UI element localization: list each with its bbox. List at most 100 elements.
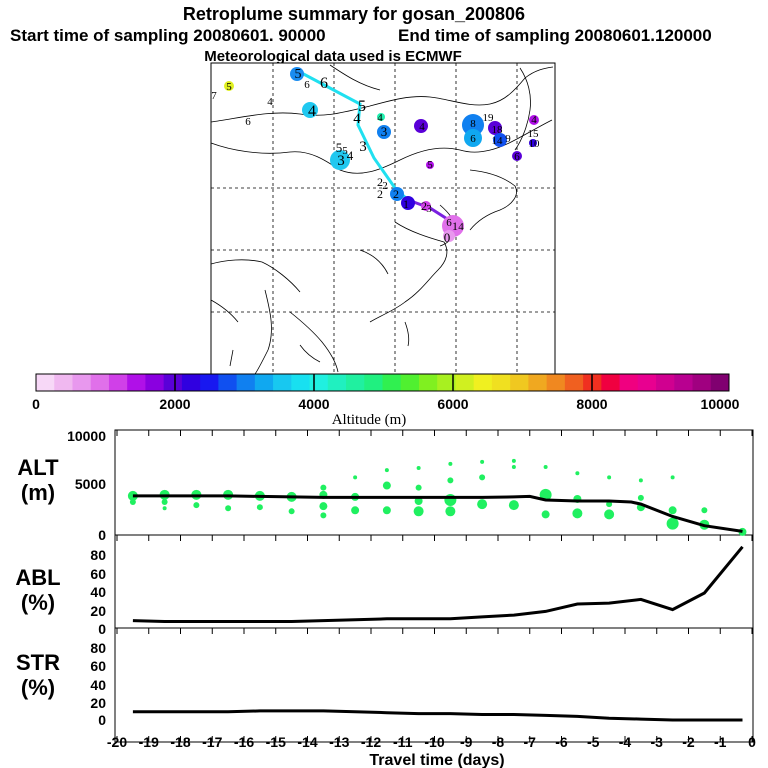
cluster-label: 4	[377, 112, 383, 124]
cluster-label: 2	[382, 180, 388, 192]
str-y-tick: 60	[90, 658, 106, 674]
colorbar-swatch	[309, 374, 329, 391]
x-tick-label: -12	[361, 734, 381, 750]
altitude-colorbar	[35, 373, 730, 392]
plume-clusters	[224, 67, 539, 242]
x-tick-label: -14	[297, 734, 317, 750]
map-panel: 5 6 6 5 4 4 3 3 5 3 4 2 2 2 2 1 1 0 7 5 …	[210, 62, 556, 375]
cluster-circle	[488, 121, 502, 135]
abl-y-tick: 40	[90, 584, 106, 600]
cluster-circle	[421, 201, 431, 211]
colorbar-swatch	[382, 374, 402, 391]
path-label: 4	[308, 103, 316, 120]
abl-y-tick: 0	[98, 621, 106, 637]
colorbar-swatch	[400, 374, 420, 391]
colorbar-swatch	[637, 374, 657, 391]
alt-scatter-point	[193, 502, 200, 509]
cluster-circle	[290, 67, 304, 81]
alt-scatter-point	[413, 506, 424, 517]
cluster-circle	[464, 129, 482, 147]
alt-scatter-point	[666, 517, 679, 530]
str-panel-label: STR	[16, 650, 60, 675]
x-tick-label: -16	[234, 734, 254, 750]
cluster-label: 19	[483, 112, 495, 124]
alt-scatter-point	[508, 500, 519, 511]
colorbar-swatch	[364, 374, 383, 391]
cluster-circle	[330, 150, 350, 170]
alt-scatter-point	[384, 468, 389, 473]
x-tick-label: -1	[714, 734, 727, 750]
alt-y-tick: 5000	[75, 476, 106, 492]
colorbar-swatch	[710, 374, 730, 391]
colorbar-swatch	[218, 374, 238, 391]
alt-scatter-point	[225, 505, 232, 512]
colorbar-swatch	[254, 374, 274, 391]
path-label: 5	[295, 67, 302, 82]
colorbar-swatch	[656, 374, 675, 391]
str-y-ticks: 80 60 40 20 0	[90, 640, 106, 728]
abl-y-ticks: 80 60 40 20 0	[90, 547, 106, 637]
path-label: 4	[347, 148, 354, 163]
colorbar-swatch	[455, 374, 475, 391]
alt-scatter-point	[511, 458, 516, 463]
cluster-label: 5	[342, 145, 348, 157]
path-label: 2	[377, 187, 383, 201]
alt-scatter-point	[415, 484, 422, 491]
alt-scatter-point	[353, 475, 358, 480]
colorbar-swatch	[692, 374, 712, 391]
panel-frames	[114, 429, 754, 743]
colorbar-tick: 6000	[437, 396, 468, 412]
path-label: 5	[358, 98, 366, 115]
alt-scatter-point	[256, 504, 263, 511]
x-tick-label: -15	[266, 734, 286, 750]
cluster-label: 5	[226, 81, 232, 93]
colorbar-swatch	[127, 374, 146, 391]
cluster-circle	[512, 151, 522, 161]
x-ticks: -20 -19 -18 -17 -16 -15 -14 -13 -12 -11 -10 -9 -8 -7-…	[107, 430, 756, 750]
series-line	[132, 494, 743, 533]
colorbar-tick: 8000	[576, 396, 607, 412]
x-tick-label: -9	[460, 734, 473, 750]
colorbar-swatch	[273, 374, 292, 391]
cluster-circle	[377, 113, 385, 121]
end-time-label: End time of sampling 20080601.120000	[398, 26, 712, 45]
path-label: 1	[403, 197, 409, 211]
colorbar-swatch	[418, 374, 438, 391]
cluster-label: 7	[211, 90, 217, 102]
alt-scatter-point	[575, 471, 580, 476]
x-tick-label: -13	[329, 734, 349, 750]
colorbar-swatch	[546, 374, 566, 391]
x-tick-label: -8	[492, 734, 505, 750]
cluster-label: 6	[514, 151, 520, 163]
colorbar-ticks: 0 2000 4000 6000 8000 10000	[32, 396, 740, 412]
colorbar-swatch	[181, 374, 201, 391]
cluster-circle	[462, 114, 484, 136]
colorbar-swatch	[54, 374, 73, 391]
path-label: 3	[381, 124, 388, 139]
abl-y-tick: 20	[90, 603, 106, 619]
colorbar-swatch	[291, 374, 311, 391]
cluster-label: 8	[470, 118, 476, 130]
cluster-label: 10	[529, 138, 541, 150]
alt-scatter-point	[351, 506, 360, 515]
path-label: 2	[377, 175, 383, 189]
cluster-labels: 7 5 4 6 4 4 5 6 4 8 19 6 18 15 14 9 10 5…	[211, 81, 540, 233]
alt-scatter-point	[382, 506, 391, 515]
colorbar-swatch	[674, 374, 694, 391]
alt-scatter-point	[382, 481, 391, 490]
abl-line	[132, 545, 744, 623]
alt-scatter-point	[444, 493, 457, 506]
cluster-label: 14	[492, 135, 504, 147]
figure-title: Retroplume summary for gosan_200806	[183, 4, 525, 24]
abl-panel-label: ABL	[15, 565, 60, 590]
colorbar-swatch	[236, 374, 256, 391]
colorbar-tick: 0	[32, 396, 40, 412]
alt-scatter-point	[479, 474, 486, 481]
alt-scatter-point	[319, 502, 328, 511]
cluster-label: 18	[492, 124, 504, 136]
path-label: 2	[421, 199, 427, 213]
x-tick-label: -3	[651, 734, 664, 750]
path-label: 1	[452, 219, 458, 233]
x-tick-label: -10	[424, 734, 444, 750]
colorbar-swatch	[145, 374, 165, 391]
